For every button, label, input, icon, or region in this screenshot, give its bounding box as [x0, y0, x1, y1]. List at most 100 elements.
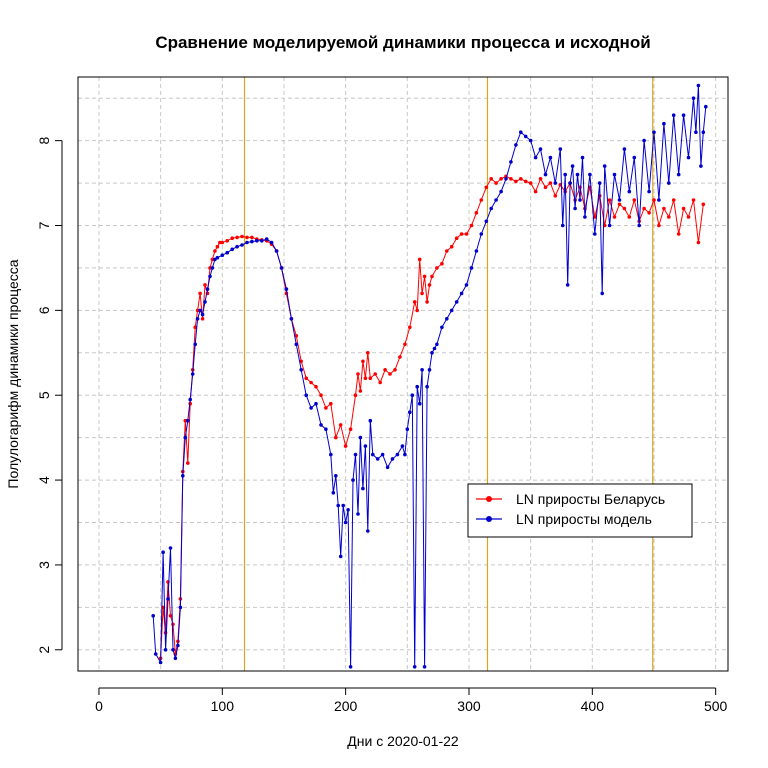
data-point [294, 334, 299, 338]
data-point [356, 372, 360, 376]
data-point [245, 235, 249, 240]
y-tick-label: 4 [36, 476, 52, 484]
data-point [652, 130, 656, 134]
data-point [151, 614, 155, 618]
data-point [398, 355, 402, 359]
data-point [696, 83, 701, 88]
data-point [667, 181, 671, 185]
data-point [356, 512, 360, 516]
data-point [361, 359, 365, 364]
data-point [417, 257, 422, 262]
data-point [449, 308, 454, 313]
data-point [504, 177, 508, 181]
data-point [676, 232, 681, 236]
data-point [198, 291, 202, 296]
data-point [220, 240, 225, 245]
data-point [368, 418, 373, 423]
data-point [309, 406, 313, 410]
data-point [479, 232, 484, 236]
data-point [474, 211, 479, 215]
data-point [353, 393, 358, 398]
data-point [358, 435, 363, 440]
data-point [405, 427, 410, 432]
data-point [519, 177, 523, 181]
data-point [412, 300, 417, 304]
data-point [671, 198, 676, 202]
data-point [346, 508, 350, 512]
data-point [378, 380, 383, 385]
data-point [593, 232, 597, 236]
data-point [422, 665, 427, 669]
y-tick-label: 5 [36, 391, 52, 399]
data-point [637, 223, 641, 228]
data-point [338, 554, 343, 559]
data-point [657, 198, 661, 202]
legend-swatch-point [486, 516, 492, 522]
data-point [440, 325, 444, 330]
data-point [351, 478, 355, 482]
data-point [691, 198, 696, 202]
data-point [565, 283, 570, 287]
data-point [528, 181, 533, 185]
data-point [427, 283, 432, 287]
data-point [583, 215, 587, 219]
data-point [186, 461, 190, 465]
data-point [474, 249, 479, 253]
data-point [563, 172, 567, 177]
data-point [509, 177, 513, 181]
data-point [548, 181, 553, 185]
data-point [514, 179, 518, 184]
data-point [153, 652, 158, 656]
data-point [578, 198, 582, 202]
legend-item: LN приросты модель [476, 511, 652, 527]
data-point [314, 401, 318, 406]
data-point [299, 359, 304, 364]
data-point [203, 300, 207, 304]
data-point [348, 427, 353, 432]
data-point [430, 274, 434, 279]
data-point [403, 342, 407, 347]
series-layer [151, 83, 708, 669]
data-point [425, 384, 429, 389]
data-point [469, 223, 474, 228]
data-point [694, 130, 698, 134]
data-point [198, 308, 202, 313]
data-point [375, 457, 380, 461]
data-point [494, 181, 498, 185]
data-point [704, 104, 708, 109]
data-point [215, 255, 220, 260]
data-point [208, 274, 212, 279]
data-point [430, 351, 434, 355]
data-point [168, 614, 173, 618]
data-point [553, 181, 558, 185]
data-point [358, 389, 363, 393]
legend-item: LN приросты Беларусь [476, 491, 665, 507]
data-point [580, 155, 585, 160]
data-point [403, 452, 407, 457]
data-point [210, 257, 215, 262]
data-point [691, 96, 696, 100]
data-point [289, 317, 294, 321]
data-point [380, 452, 385, 457]
data-point [622, 206, 627, 211]
data-point [388, 372, 392, 376]
data-point [622, 147, 627, 151]
data-point [230, 247, 234, 252]
data-point [400, 444, 405, 448]
data-point [681, 113, 686, 117]
data-point [200, 312, 205, 317]
data-point [410, 393, 415, 398]
data-point [523, 134, 528, 139]
data-point [469, 266, 474, 270]
x-tick-label: 0 [95, 698, 103, 714]
y-tick-label: 6 [36, 306, 52, 314]
data-point [250, 239, 254, 244]
data-point [538, 147, 543, 151]
data-point [200, 317, 205, 321]
data-point [652, 198, 656, 202]
data-point [681, 206, 686, 211]
data-point [304, 376, 309, 381]
data-point [363, 444, 368, 448]
data-point [225, 250, 229, 255]
